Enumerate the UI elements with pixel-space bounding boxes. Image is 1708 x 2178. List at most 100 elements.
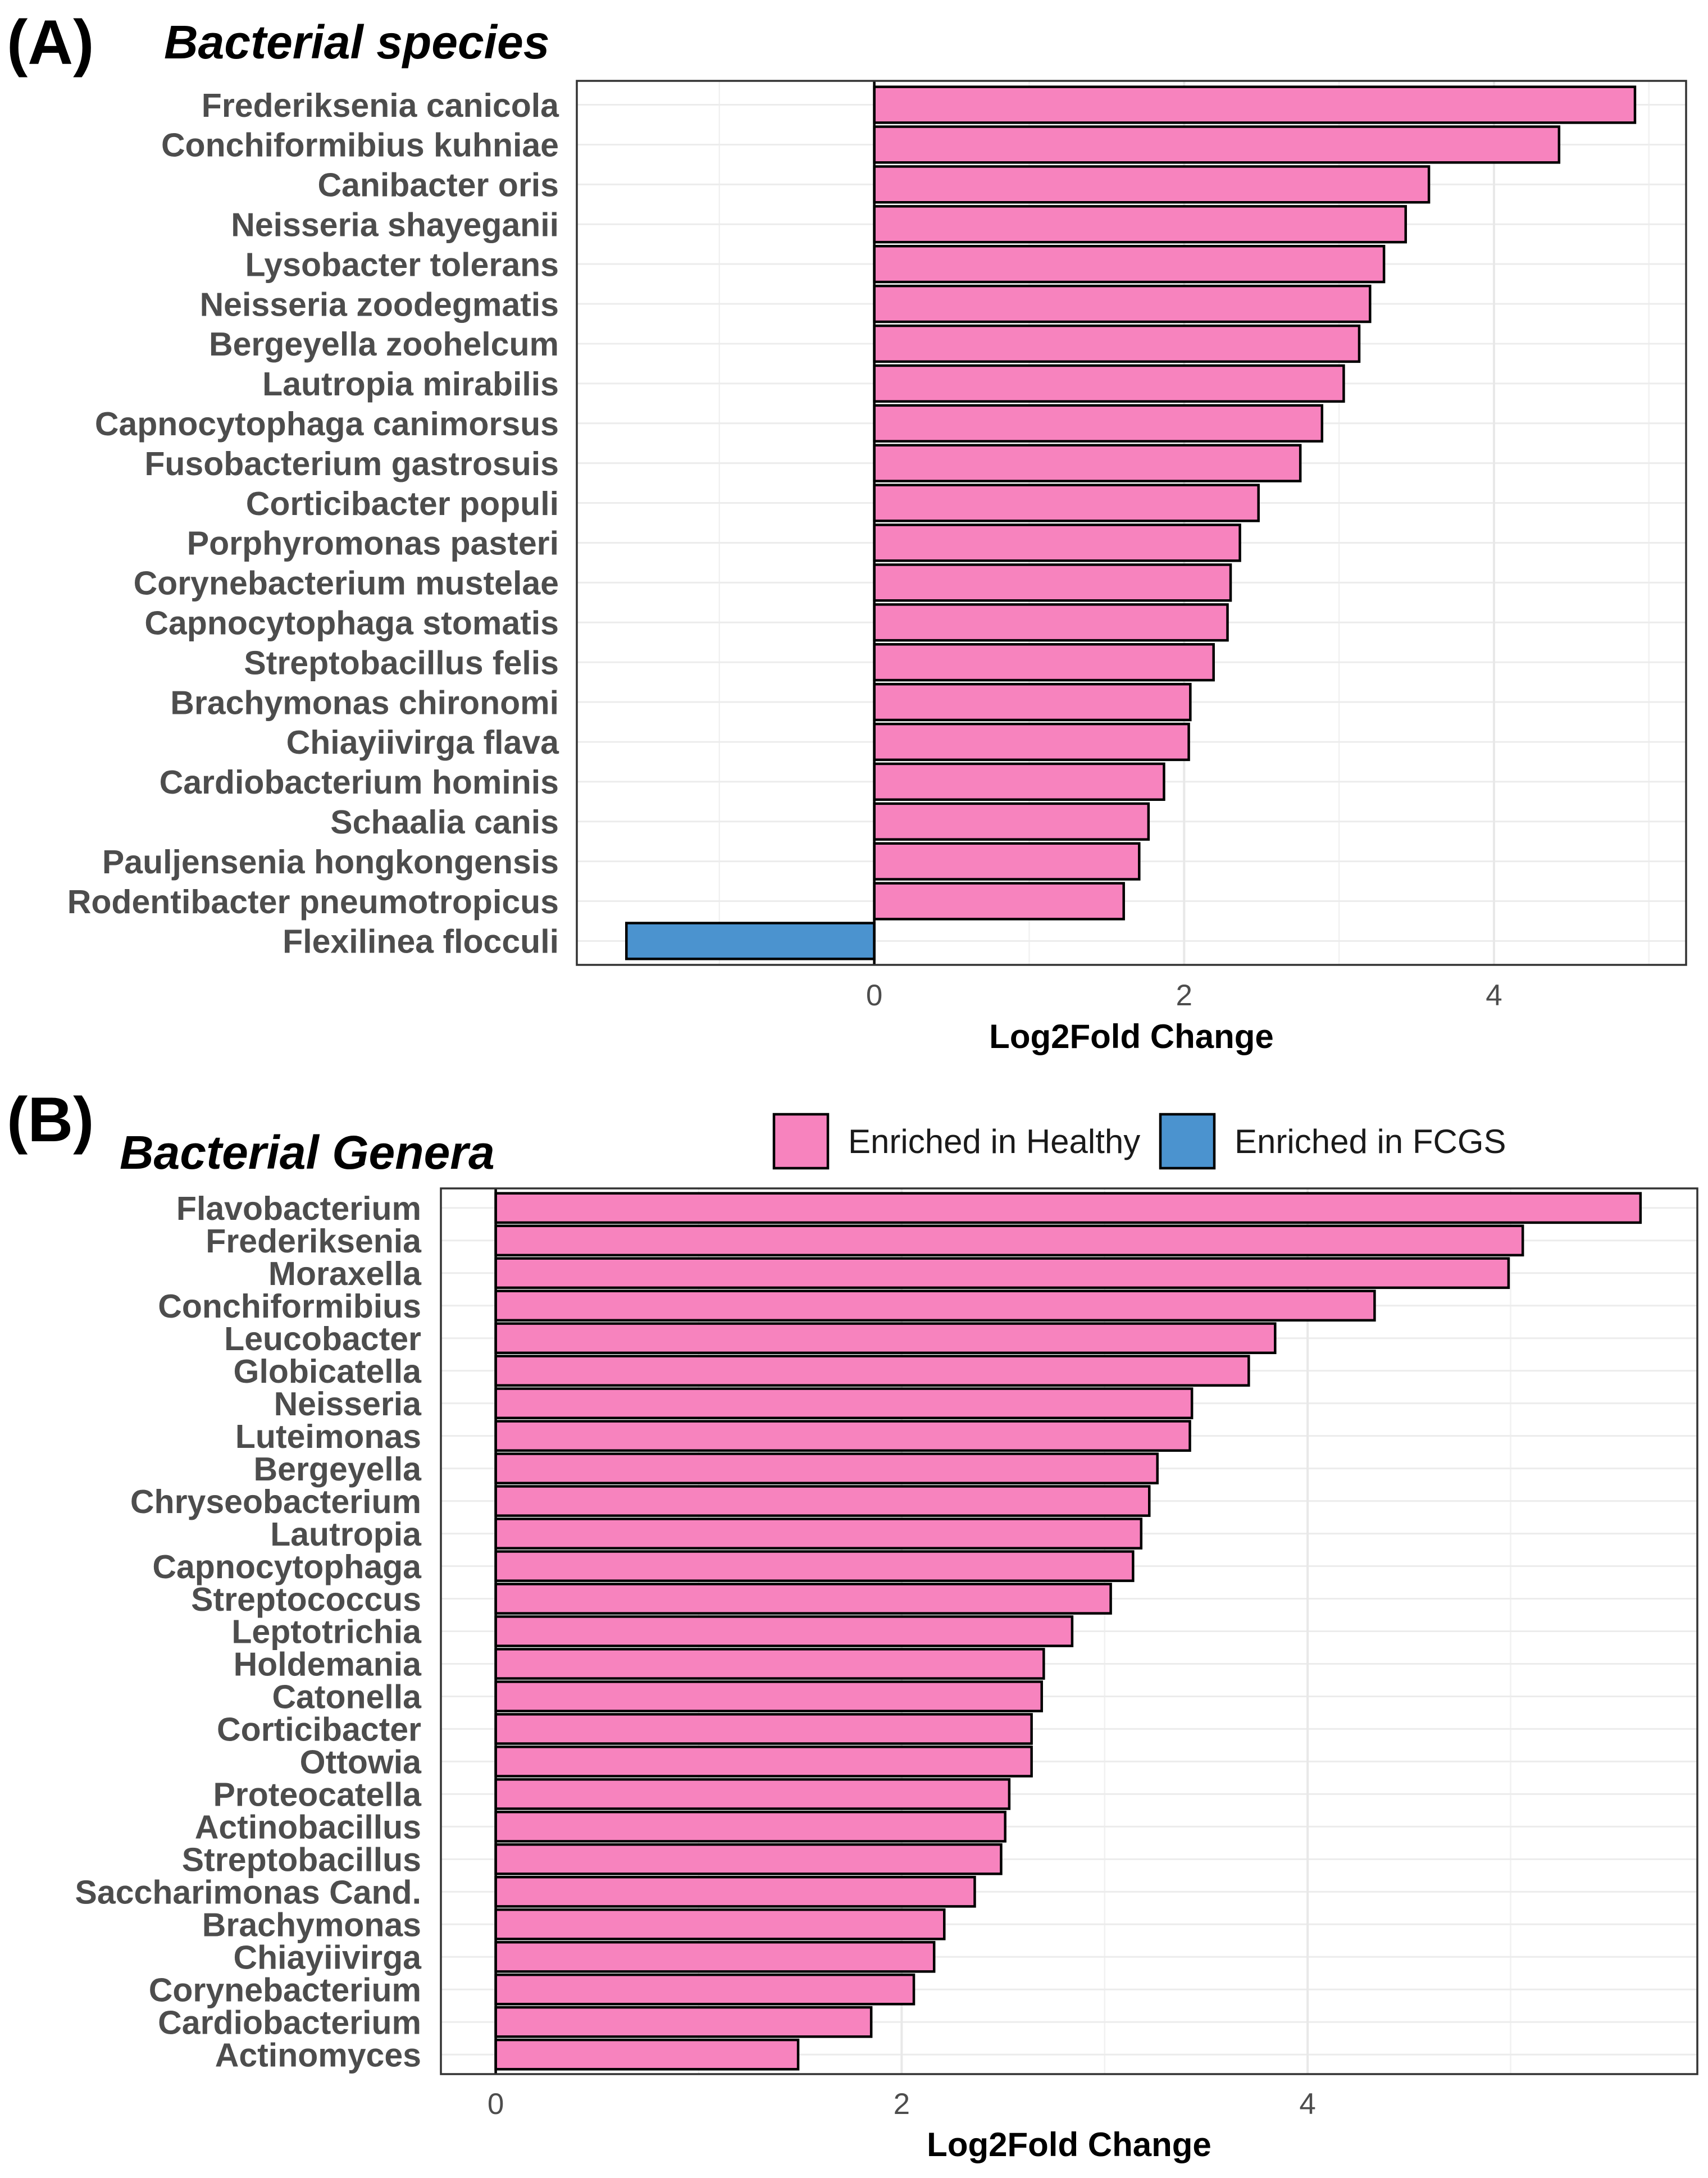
bar-leptotrichia bbox=[494, 1615, 1074, 1647]
bar-proteocatella bbox=[494, 1778, 1011, 1810]
bar-fusobacterium-gastrosuis bbox=[873, 444, 1302, 482]
bar-pauljensenia-hongkongensis bbox=[873, 842, 1141, 881]
category-label: Actinomyces bbox=[215, 2036, 421, 2074]
category-label: Frederiksenia canicola bbox=[202, 87, 559, 124]
category-label: Cardiobacterium bbox=[158, 2004, 421, 2041]
legend-swatch-healthy bbox=[772, 1113, 830, 1170]
x-tick-label: 2 bbox=[894, 2088, 910, 2121]
category-label: Lysobacter tolerans bbox=[245, 246, 559, 283]
category-label: Cardiobacterium hominis bbox=[160, 764, 559, 801]
bar-actinobacillus bbox=[494, 1811, 1006, 1843]
bar-leucobacter bbox=[494, 1322, 1277, 1355]
category-label: Bergeyella bbox=[254, 1451, 422, 1488]
category-label: Moraxella bbox=[268, 1255, 422, 1292]
bar-corticibacter bbox=[494, 1713, 1033, 1745]
bar-chiayiivirga-flava bbox=[873, 722, 1190, 762]
x-tick-label: 0 bbox=[866, 979, 882, 1012]
bar-lautropia bbox=[494, 1518, 1143, 1550]
category-label: Streptobacillus felis bbox=[244, 644, 559, 681]
bar-catonella bbox=[494, 1680, 1043, 1712]
panel-b-title: Bacterial Genera bbox=[120, 1126, 495, 1179]
bar-streptobacillus-felis bbox=[873, 643, 1215, 682]
panel-a-title: Bacterial species bbox=[164, 16, 549, 69]
legend-item-fcgs: Enriched in FCGS bbox=[1159, 1113, 1506, 1170]
category-label: Neisseria bbox=[274, 1386, 422, 1423]
category-label: Brachymonas chironomi bbox=[170, 684, 559, 721]
category-label: Bergeyella zoohelcum bbox=[209, 326, 559, 363]
bar-cardiobacterium bbox=[494, 2006, 873, 2038]
bar-ottowia bbox=[494, 1746, 1033, 1778]
x-tick-label: 0 bbox=[488, 2088, 504, 2121]
bar-corynebacterium-mustelae bbox=[873, 563, 1232, 602]
legend-label-healthy: Enriched in Healthy bbox=[848, 1123, 1140, 1160]
category-label: Conchiformibius bbox=[158, 1288, 421, 1325]
bar-brachymonas-chironomi bbox=[873, 682, 1192, 722]
bar-chryseobacterium bbox=[494, 1485, 1151, 1517]
bar-brachymonas bbox=[494, 1908, 946, 1940]
category-label: Capnocytophaga stomatis bbox=[144, 604, 559, 641]
panel-b-tag: (B) bbox=[7, 1085, 94, 1155]
category-label: Proteocatella bbox=[213, 1776, 422, 1814]
bar-neisseria bbox=[494, 1387, 1194, 1419]
bar-luteimonas bbox=[494, 1420, 1191, 1452]
category-label: Streptobacillus bbox=[182, 1842, 421, 1879]
bar-frederiksenia bbox=[494, 1224, 1524, 1257]
category-label: Rodentibacter pneumotropicus bbox=[67, 883, 559, 921]
bar-saccharimonas-cand bbox=[494, 1875, 976, 1908]
bar-moraxella bbox=[494, 1257, 1510, 1290]
category-label: Saccharimonas Cand. bbox=[75, 1874, 421, 1911]
plot-panel-border bbox=[440, 1187, 1698, 2075]
x-axis-title: Log2Fold Change bbox=[989, 1018, 1274, 1055]
category-label: Globicatella bbox=[234, 1353, 422, 1390]
category-label: Chryseobacterium bbox=[130, 1483, 421, 1520]
category-label: Capnocytophaga bbox=[152, 1548, 422, 1585]
category-label: Corticibacter bbox=[217, 1711, 421, 1748]
bar-schaalia-canis bbox=[873, 802, 1150, 841]
legend-item-healthy: Enriched in Healthy bbox=[772, 1113, 1140, 1170]
x-tick-label: 4 bbox=[1299, 2088, 1315, 2121]
bar-flavobacterium bbox=[494, 1192, 1642, 1224]
bar-bergeyella-zoohelcum bbox=[873, 324, 1361, 363]
category-label: Lautropia bbox=[270, 1516, 422, 1553]
x-axis-title: Log2Fold Change bbox=[927, 2126, 1211, 2163]
category-label: Actinobacillus bbox=[195, 1809, 421, 1846]
bar-actinomyces bbox=[494, 2038, 800, 2071]
bar-capnocytophaga-stomatis bbox=[873, 603, 1229, 642]
bar-capnocytophaga-canimorsus bbox=[873, 404, 1324, 443]
panel-a-tag: (A) bbox=[7, 7, 94, 78]
bar-lysobacter-tolerans bbox=[873, 244, 1386, 284]
x-tick-label: 2 bbox=[1176, 979, 1192, 1012]
bar-corynebacterium bbox=[494, 1973, 916, 2006]
category-label: Pauljensenia hongkongensis bbox=[102, 844, 559, 881]
category-label: Chiayiivirga flava bbox=[286, 724, 560, 761]
bar-bergeyella bbox=[494, 1452, 1159, 1484]
bar-streptococcus bbox=[494, 1583, 1112, 1615]
bar-streptobacillus bbox=[494, 1843, 1003, 1875]
x-tick-label: 4 bbox=[1486, 979, 1502, 1012]
category-label: Corynebacterium bbox=[149, 1971, 421, 2008]
category-label: Flavobacterium bbox=[176, 1190, 421, 1227]
bar-neisseria-zoodegmatis bbox=[873, 284, 1372, 323]
bar-cardiobacterium-hominis bbox=[873, 762, 1165, 801]
bar-frederiksenia-canicola bbox=[873, 85, 1637, 124]
category-label: Corticibacter populi bbox=[246, 485, 559, 522]
bacterial-genera-chart: FlavobacteriumFrederikseniaMoraxellaConc… bbox=[75, 1187, 1698, 2163]
legend-label-fcgs: Enriched in FCGS bbox=[1235, 1123, 1506, 1160]
bar-corticibacter-populi bbox=[873, 484, 1260, 522]
category-label: Fusobacterium gastrosuis bbox=[144, 445, 559, 482]
plot-panel-border bbox=[576, 80, 1687, 966]
bar-chiayiivirga bbox=[494, 1940, 936, 1973]
category-label: Porphyromonas pasteri bbox=[187, 525, 559, 562]
bar-lautropia-mirabilis bbox=[873, 364, 1345, 403]
category-label: Corynebacterium mustelae bbox=[134, 565, 559, 602]
category-label: Conchiformibius kuhniae bbox=[161, 127, 559, 164]
category-label: Luteimonas bbox=[235, 1418, 421, 1455]
category-label: Leptotrichia bbox=[231, 1614, 422, 1651]
bar-porphyromonas-pasteri bbox=[873, 523, 1241, 562]
category-label: Chiayiivirga bbox=[234, 1939, 422, 1976]
category-label: Brachymonas bbox=[202, 1907, 421, 1944]
bar-canibacter-oris bbox=[873, 165, 1431, 204]
bar-conchiformibius bbox=[494, 1290, 1376, 1322]
